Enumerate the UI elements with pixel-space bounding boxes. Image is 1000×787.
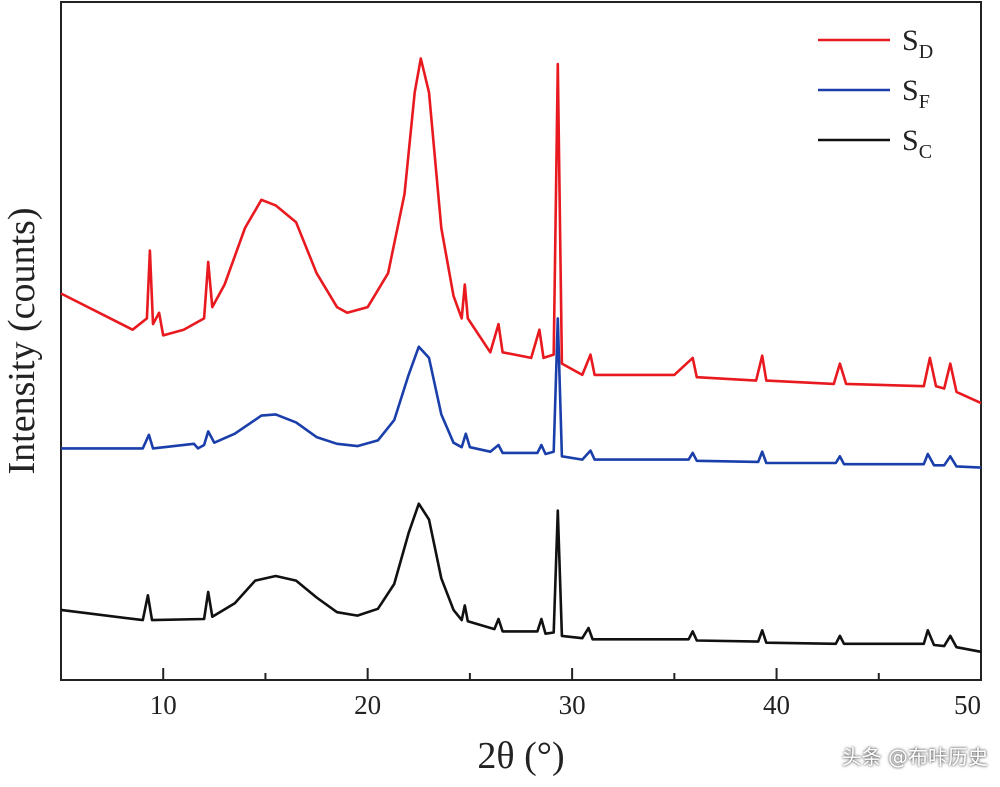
- series-line-c: [60, 502, 982, 654]
- y-axis-title: Intensity (counts): [1, 207, 43, 474]
- x-tick-label: 20: [354, 690, 381, 720]
- legend-label: SC: [902, 124, 932, 163]
- x-axis-ticks: 10 20 30 40 50: [60, 668, 982, 720]
- plot-frame: [60, 1, 982, 681]
- x-tick-label: 10: [150, 690, 177, 720]
- watermark-text: 头条 @布咔历史: [841, 745, 988, 769]
- x-axis-title: 2θ (°): [477, 735, 564, 777]
- legend-label: SF: [902, 74, 930, 113]
- series-lines: [60, 57, 982, 654]
- series-line-d: [60, 57, 982, 405]
- series-line-f: [61, 317, 982, 469]
- x-tick-label: 30: [559, 690, 586, 720]
- legend: SD SF SC: [818, 24, 933, 163]
- legend-label: SD: [902, 24, 933, 63]
- x-tick-label: 40: [763, 690, 790, 720]
- x-tick-label: 50: [954, 690, 981, 720]
